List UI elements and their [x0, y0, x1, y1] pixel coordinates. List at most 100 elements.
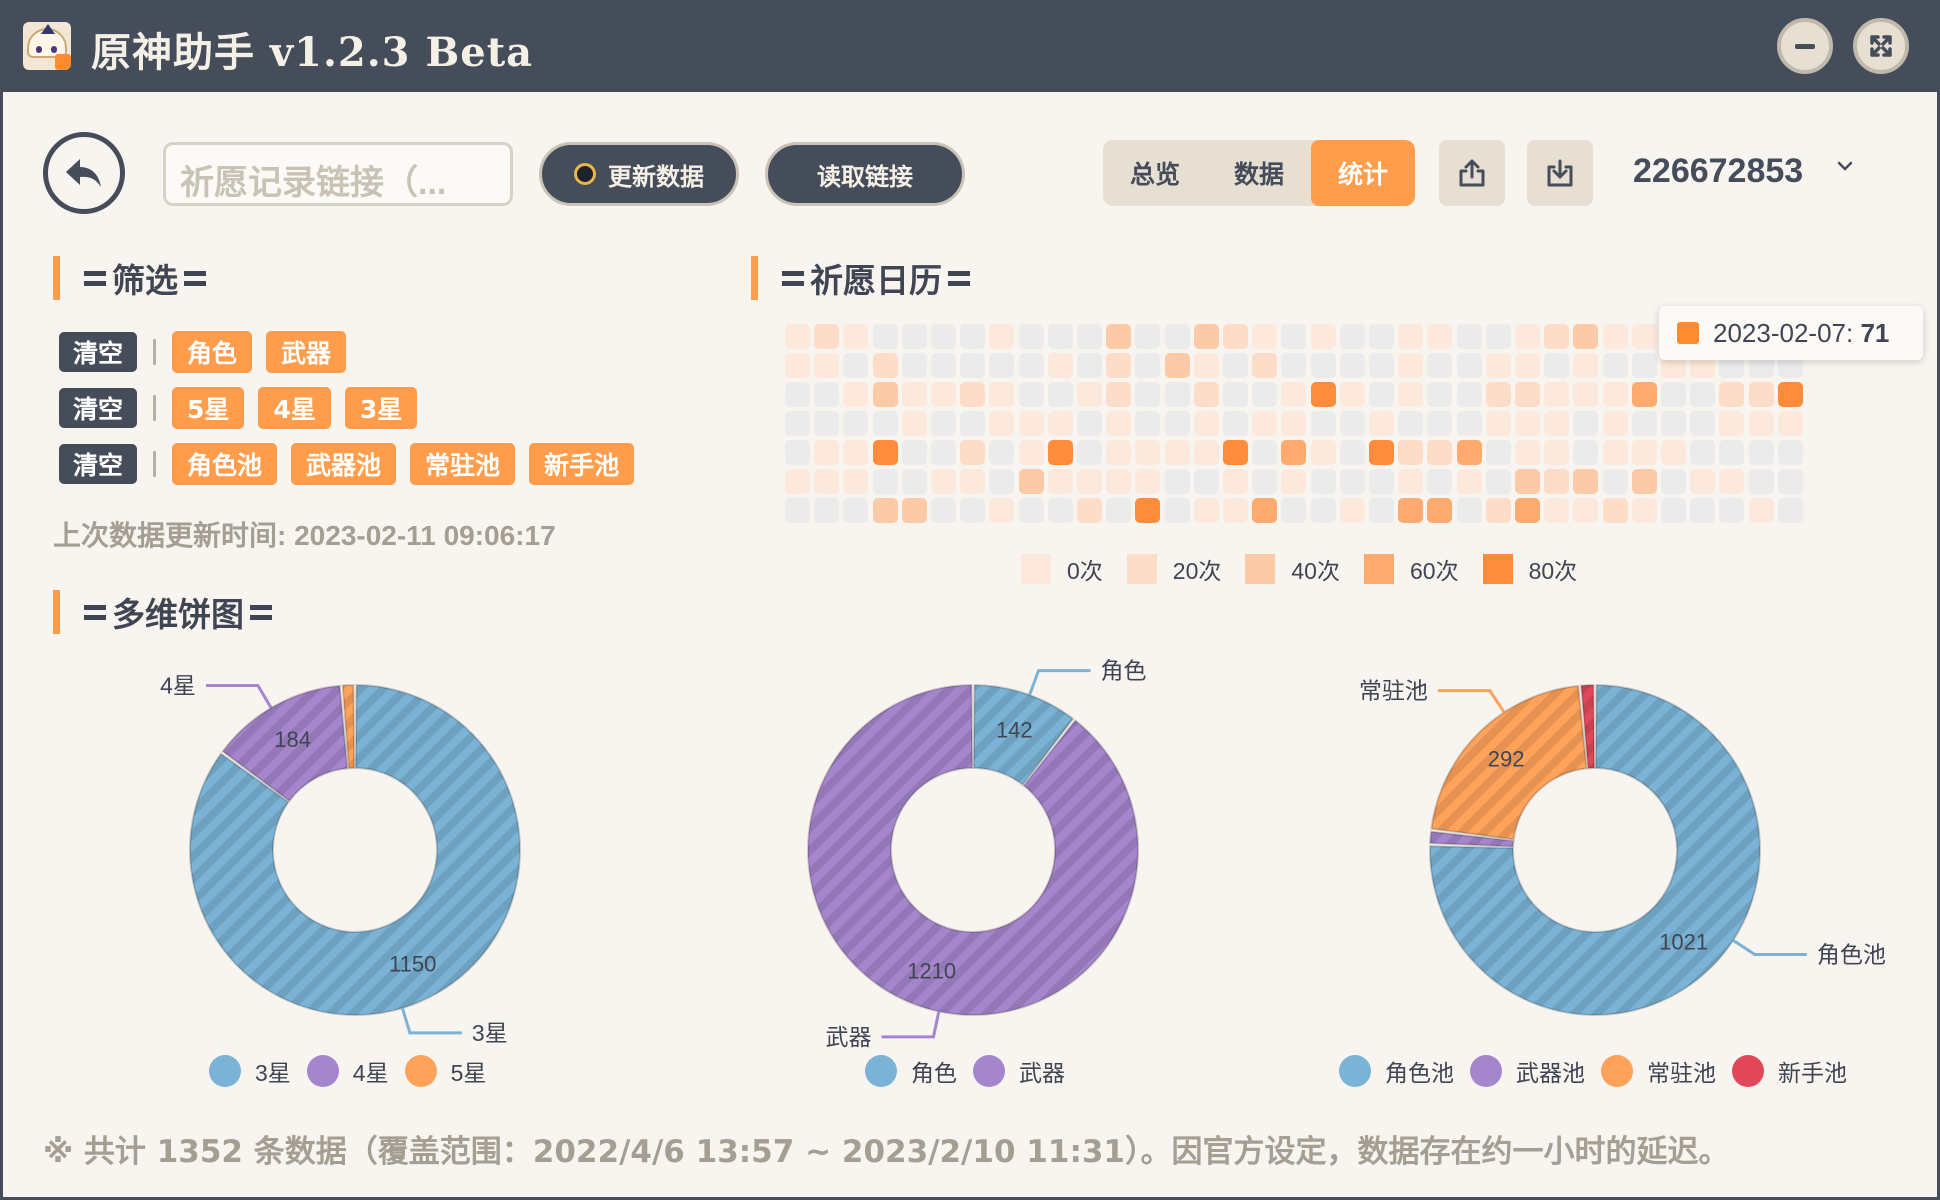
calendar-day-cell[interactable] [1252, 324, 1278, 349]
calendar-day-cell[interactable] [1602, 324, 1628, 349]
calendar-day-cell[interactable] [1485, 353, 1511, 378]
calendar-day-cell[interactable] [931, 353, 956, 378]
calendar-day-cell[interactable] [960, 440, 986, 465]
chevron-down-icon[interactable] [1835, 156, 1855, 176]
maximize-button[interactable] [1853, 18, 1909, 74]
calendar-day-cell[interactable] [1544, 498, 1570, 523]
calendar-day-cell[interactable] [931, 498, 956, 523]
chip-weapon-pool[interactable]: 武器池 [291, 443, 397, 485]
calendar-day-cell[interactable] [1369, 440, 1394, 465]
calendar-day-cell[interactable] [1777, 498, 1803, 523]
calendar-day-cell[interactable] [1631, 353, 1657, 378]
calendar-day-cell[interactable] [1719, 440, 1745, 465]
calendar-day-cell[interactable] [1135, 382, 1161, 407]
calendar-day-cell[interactable] [1485, 411, 1511, 436]
calendar-day-cell[interactable] [1281, 498, 1307, 523]
calendar-day-cell[interactable] [814, 324, 840, 349]
wish-url-input[interactable]: 祈愿记录链接（... [163, 142, 513, 206]
calendar-day-cell[interactable] [1690, 382, 1716, 407]
calendar-day-cell[interactable] [931, 382, 956, 407]
calendar-day-cell[interactable] [1398, 353, 1424, 378]
calendar-day-cell[interactable] [1339, 324, 1365, 349]
legend-item-weapon-pool[interactable]: 武器池 [1470, 1054, 1585, 1088]
calendar-day-cell[interactable] [1135, 324, 1161, 349]
calendar-day-cell[interactable] [1544, 353, 1570, 378]
chip-weapon[interactable]: 武器 [266, 331, 347, 373]
calendar-day-cell[interactable] [1135, 353, 1161, 378]
calendar-day-cell[interactable] [1018, 324, 1044, 349]
calendar-day-cell[interactable] [1077, 440, 1102, 465]
calendar-day-cell[interactable] [1077, 411, 1102, 436]
calendar-day-cell[interactable] [814, 382, 840, 407]
slice-character-pool[interactable] [1429, 683, 1761, 1016]
calendar-day-cell[interactable] [1398, 382, 1424, 407]
calendar-day-cell[interactable] [1077, 382, 1102, 407]
calendar-day-cell[interactable] [1602, 469, 1628, 494]
calendar-day-cell[interactable] [1515, 353, 1540, 378]
calendar-day-cell[interactable] [1369, 382, 1394, 407]
calendar-day-cell[interactable] [1310, 411, 1336, 436]
calendar-day-cell[interactable] [1602, 353, 1628, 378]
calendar-day-cell[interactable] [1485, 382, 1511, 407]
calendar-day-cell[interactable] [1690, 411, 1716, 436]
calendar-day-cell[interactable] [901, 469, 927, 494]
calendar-day-cell[interactable] [1252, 382, 1278, 407]
calendar-day-cell[interactable] [1544, 440, 1570, 465]
calendar-day-cell[interactable] [1106, 324, 1132, 349]
calendar-day-cell[interactable] [785, 498, 810, 523]
calendar-day-cell[interactable] [785, 324, 810, 349]
calendar-day-cell[interactable] [989, 324, 1015, 349]
legend-item-4star[interactable]: 4星 [306, 1054, 389, 1088]
calendar-day-cell[interactable] [1339, 440, 1365, 465]
calendar-day-cell[interactable] [843, 324, 869, 349]
calendar-day-cell[interactable] [1544, 382, 1570, 407]
chip-3star[interactable]: 3星 [344, 387, 418, 429]
calendar-day-cell[interactable] [1777, 382, 1803, 407]
calendar-day-cell[interactable] [1777, 440, 1803, 465]
calendar-day-cell[interactable] [1339, 498, 1365, 523]
legend-item[interactable]: 40次 [1245, 552, 1340, 586]
chip-beginner-pool[interactable]: 新手池 [529, 443, 635, 485]
calendar-day-cell[interactable] [1135, 440, 1161, 465]
chip-5star[interactable]: 5星 [172, 387, 245, 429]
slice-beginner-pool[interactable] [1580, 683, 1596, 770]
legend-item-5star[interactable]: 5星 [404, 1054, 486, 1088]
calendar-day-cell[interactable] [1164, 440, 1190, 465]
calendar-day-cell[interactable] [1135, 498, 1161, 523]
calendar-day-cell[interactable] [960, 498, 986, 523]
calendar-day-cell[interactable] [1427, 498, 1453, 523]
legend-item-beginner-pool[interactable]: 新手池 [1732, 1054, 1847, 1088]
calendar-day-cell[interactable] [1310, 382, 1336, 407]
calendar-day-cell[interactable] [960, 382, 986, 407]
calendar-day-cell[interactable] [843, 440, 869, 465]
calendar-day-cell[interactable] [1310, 469, 1336, 494]
calendar-day-cell[interactable] [1164, 324, 1190, 349]
calendar-day-cell[interactable] [931, 411, 956, 436]
calendar-day-cell[interactable] [1077, 353, 1102, 378]
calendar-day-cell[interactable] [872, 411, 898, 436]
calendar-day-cell[interactable] [1485, 469, 1511, 494]
calendar-day-cell[interactable] [1077, 469, 1102, 494]
calendar-day-cell[interactable] [989, 411, 1015, 436]
calendar-day-cell[interactable] [1631, 382, 1657, 407]
calendar-day-cell[interactable] [1398, 469, 1424, 494]
calendar-day-cell[interactable] [1223, 498, 1248, 523]
calendar-day-cell[interactable] [872, 382, 898, 407]
calendar-day-cell[interactable] [1047, 324, 1073, 349]
calendar-day-cell[interactable] [1252, 411, 1278, 436]
calendar-day-cell[interactable] [1339, 353, 1365, 378]
calendar-day-cell[interactable] [1281, 382, 1307, 407]
uid-selector[interactable]: 226672853 [1633, 152, 1804, 190]
calendar-day-cell[interactable] [1515, 498, 1540, 523]
legend-item[interactable]: 0次 [1021, 552, 1103, 586]
slice-3star[interactable] [189, 683, 521, 1016]
calendar-day-cell[interactable] [1077, 324, 1102, 349]
calendar-day-cell[interactable] [1544, 411, 1570, 436]
calendar-day-cell[interactable] [1223, 411, 1248, 436]
calendar-day-cell[interactable] [1223, 324, 1248, 349]
calendar-day-cell[interactable] [1047, 411, 1073, 436]
calendar-day-cell[interactable] [872, 469, 898, 494]
calendar-day-cell[interactable] [1427, 382, 1453, 407]
back-button[interactable] [43, 132, 125, 214]
calendar-day-cell[interactable] [960, 353, 986, 378]
